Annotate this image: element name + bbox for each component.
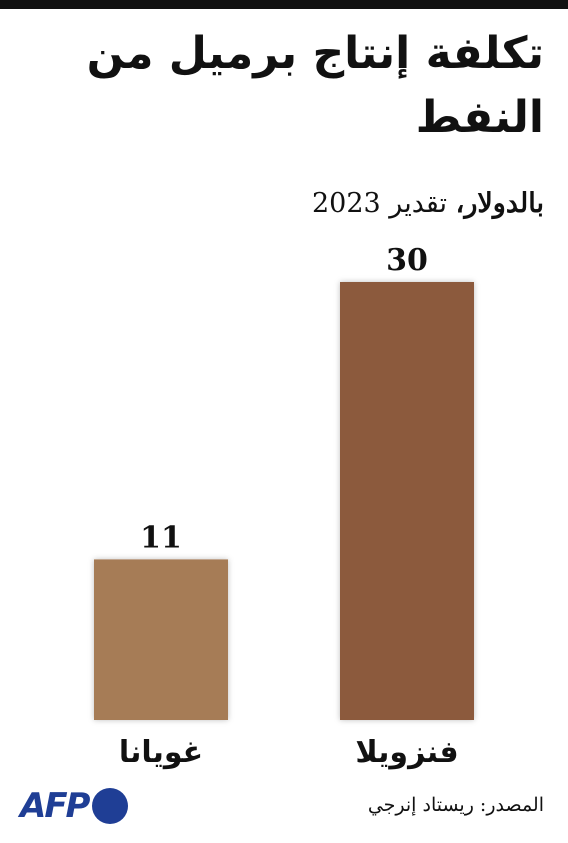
afp-logo-text: AFP: [20, 786, 90, 826]
afp-logo-dot: [92, 788, 129, 824]
subtitle-unit: بالدولار،: [455, 188, 544, 219]
bar-0: [340, 282, 474, 720]
category-label-0: فنزويلا: [355, 735, 458, 770]
chart-title: تكلفة إنتاج برميل من النفط: [86, 28, 544, 143]
subtitle-estimate: تقدير 2023: [312, 188, 448, 219]
category-label-1: غويانا: [119, 735, 203, 770]
chart-subtitle: بالدولار، تقدير 2023: [24, 184, 544, 224]
source-note: المصدر: ريستاد إنرجي: [367, 794, 544, 816]
value-label-1: 11: [140, 520, 182, 555]
afp-logo: AFP: [20, 786, 129, 826]
value-label-0: 30: [386, 243, 428, 278]
bar-chart: 30 فنزويلا 11 غويانا: [94, 243, 474, 770]
bar-1: [94, 559, 228, 720]
top-rule: [0, 0, 568, 9]
bars-layer: 30 فنزويلا 11 غويانا: [94, 243, 474, 770]
